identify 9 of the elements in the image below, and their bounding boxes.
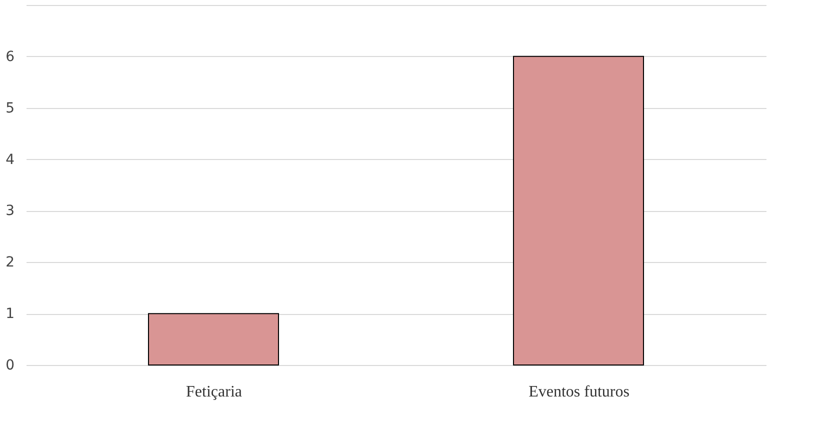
y-tick-label: 2 — [6, 254, 14, 271]
x-tick-label: Eventos futuros — [528, 384, 630, 400]
y-tick-label: 4 — [6, 152, 15, 168]
x-tick-label: Fetiçaria — [186, 384, 242, 400]
y-tick-label: 1 — [6, 306, 14, 322]
y-tick-label: 3 — [6, 203, 14, 220]
y-tick-label: 5 — [6, 100, 14, 116]
y-tick-label: 6 — [6, 48, 15, 65]
y-tick-label: 0 — [6, 358, 14, 374]
